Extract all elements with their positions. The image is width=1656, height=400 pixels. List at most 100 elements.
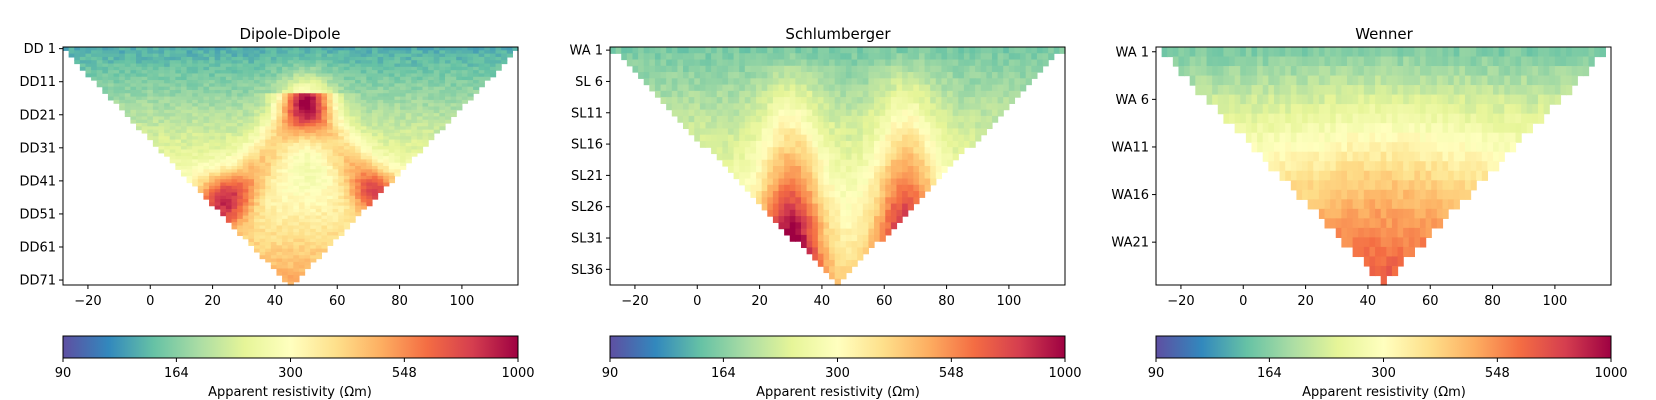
heatmap-cell <box>428 70 435 75</box>
heatmap-cell <box>666 59 673 67</box>
heatmap-cell <box>253 179 261 184</box>
heatmap-cell <box>366 126 373 131</box>
heatmap-cell <box>851 84 858 92</box>
heatmap-cell <box>1245 75 1253 86</box>
heatmap-cell <box>265 156 272 160</box>
heatmap-cell <box>293 66 300 71</box>
heatmap-cell <box>248 136 255 141</box>
heatmap-cell <box>913 140 920 148</box>
heatmap-cell <box>683 90 690 98</box>
heatmap-cell <box>164 93 171 98</box>
heatmap-cell <box>231 182 238 187</box>
heatmap-cell <box>439 80 446 84</box>
heatmap-cell <box>304 126 311 131</box>
heatmap-cell <box>1031 59 1038 67</box>
heatmap-cell <box>225 99 233 104</box>
heatmap-cell <box>231 175 238 180</box>
heatmap-cell <box>130 116 137 121</box>
heatmap-cell <box>164 99 171 104</box>
heatmap-cell <box>1425 47 1432 58</box>
heatmap-cell <box>947 78 954 86</box>
heatmap-cell <box>980 109 987 117</box>
heatmap-cell <box>164 113 171 118</box>
heatmap-cell <box>377 89 384 94</box>
heatmap-cell <box>209 113 216 118</box>
heatmap-cell <box>282 96 289 101</box>
heatmap-cell <box>343 195 351 200</box>
heatmap-cell <box>829 272 836 280</box>
heatmap-cell <box>186 159 193 164</box>
heatmap-cell <box>1285 85 1292 96</box>
heatmap-cell <box>321 156 328 160</box>
heatmap-cell <box>259 212 266 217</box>
heatmap-cell <box>1330 94 1337 105</box>
heatmap-cell <box>716 90 723 98</box>
heatmap-cell <box>298 152 306 157</box>
heatmap-cell <box>750 78 757 86</box>
heatmap-cell <box>666 78 673 86</box>
heatmap-cell <box>192 156 199 160</box>
heatmap-cell <box>1313 66 1320 77</box>
heatmap-cell <box>722 65 729 73</box>
heatmap-cell <box>338 129 345 134</box>
heatmap-cell <box>287 175 294 180</box>
heatmap-cell <box>107 70 115 75</box>
heatmap-cell <box>744 109 752 117</box>
heatmap-cell <box>327 215 334 220</box>
heatmap-cell <box>711 134 718 142</box>
heatmap-cell <box>879 178 886 186</box>
heatmap-cell <box>248 86 255 91</box>
heatmap-cell <box>935 172 943 180</box>
heatmap-cell <box>209 56 216 61</box>
heatmap-cell <box>756 115 763 123</box>
heatmap-cell <box>343 83 351 88</box>
heatmap-cell <box>890 178 898 186</box>
heatmap-cell <box>377 70 384 75</box>
heatmap-cell <box>253 116 261 121</box>
heatmap-cell <box>304 146 311 151</box>
heatmap-cell <box>1571 47 1578 58</box>
heatmap-cell <box>1476 47 1483 58</box>
heatmap-cell <box>941 84 948 92</box>
heatmap-cell <box>958 65 965 73</box>
heatmap-cell <box>349 192 356 197</box>
heatmap-cell <box>750 159 757 167</box>
heatmap-cell <box>332 146 339 151</box>
heatmap-cell <box>310 139 317 144</box>
heatmap-cell <box>767 178 774 186</box>
heatmap-cell <box>1279 47 1286 58</box>
heatmap-cell <box>924 103 931 111</box>
heatmap-cell <box>716 115 723 123</box>
heatmap-cell <box>225 159 233 164</box>
heatmap-cell <box>231 96 238 101</box>
heatmap-cell <box>248 129 255 134</box>
heatmap-cell <box>405 80 412 84</box>
heatmap-cell <box>248 159 255 164</box>
heatmap-cell <box>1459 47 1466 58</box>
heatmap-cell <box>383 66 390 71</box>
heatmap-cell <box>180 149 188 154</box>
heatmap-cell <box>310 159 317 164</box>
heatmap-cell <box>806 153 813 161</box>
heatmap-cell <box>1436 66 1444 77</box>
heatmap-cell <box>321 235 328 240</box>
heatmap-cell <box>456 53 463 58</box>
heatmap-cell <box>186 70 193 75</box>
heatmap-cell <box>660 65 667 73</box>
heatmap-cell <box>416 149 424 154</box>
heatmap-cell <box>282 189 289 194</box>
heatmap-cell <box>1307 94 1314 105</box>
heatmap-cell <box>175 159 182 164</box>
heatmap-cell <box>186 179 193 184</box>
heatmap-cell <box>767 115 774 123</box>
heatmap-cell <box>214 202 221 207</box>
heatmap-cell <box>265 208 272 213</box>
heatmap-cell <box>355 123 362 127</box>
heatmap-cell <box>862 59 869 67</box>
heatmap-cell <box>733 90 740 98</box>
heatmap-cell <box>857 97 864 104</box>
heatmap-cell <box>276 195 283 200</box>
heatmap-cell <box>225 60 233 65</box>
heatmap-cell <box>315 189 322 194</box>
heatmap-cell <box>259 56 266 61</box>
